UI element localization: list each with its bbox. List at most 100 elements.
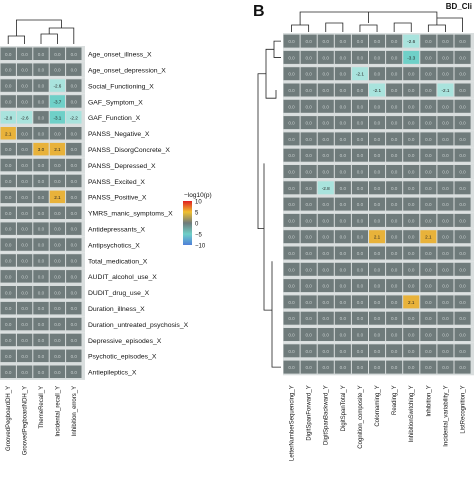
- cell-value-label: 0.0: [288, 39, 295, 44]
- heatmap-cell: [283, 148, 300, 162]
- cell-value-label: 0.0: [323, 218, 330, 223]
- heatmap-cell: [33, 301, 49, 315]
- cell-value-label: 0.0: [374, 55, 381, 60]
- cell-value-label: 0.0: [38, 52, 45, 57]
- cell-value-label: 0.0: [374, 365, 381, 370]
- cell-value-label: 0.0: [374, 104, 381, 109]
- heatmap-cell: [369, 279, 386, 293]
- cell-value-label: 0.0: [71, 179, 78, 184]
- heatmap-cell: [454, 99, 471, 113]
- heatmap-cell: [283, 83, 300, 97]
- cell-value-label: 0.0: [21, 68, 28, 73]
- cell-value-label: -3.1: [53, 115, 61, 120]
- cell-value-label: 0.0: [442, 267, 449, 272]
- cell-value-label: 0.0: [71, 131, 78, 136]
- heatmap-cell: [300, 165, 317, 178]
- heatmap-cell: [283, 181, 300, 195]
- cell-value-label: 0.0: [340, 88, 347, 93]
- cell-value-label: 0.0: [288, 300, 295, 305]
- cell-value-label: 0.0: [340, 218, 347, 223]
- heatmap-cell: [386, 83, 403, 97]
- cell-value-label: -2.2: [70, 115, 78, 120]
- heatmap-cell: [16, 349, 33, 363]
- cell-value-label: 0.0: [442, 153, 449, 158]
- cell-value-label: 0.0: [54, 179, 61, 184]
- heatmap-cell: [66, 333, 82, 347]
- cell-value-label: -2.6: [21, 115, 29, 120]
- cell-value-label: 0.0: [54, 338, 61, 343]
- cell-value-label: 0.0: [5, 306, 12, 311]
- cell-value-label: 0.0: [391, 39, 398, 44]
- cell-value-label: 0.0: [71, 147, 78, 152]
- cell-value-label: 0.0: [340, 365, 347, 370]
- column-dendrogram-branch: [436, 17, 463, 32]
- cell-value-label: 0.0: [459, 202, 466, 207]
- heatmap-cell: [33, 286, 49, 299]
- heatmap-cell: [403, 360, 420, 374]
- heatmap-cell: [386, 262, 403, 276]
- cell-value-label: 0.0: [323, 267, 330, 272]
- heatmap-cell: [49, 365, 66, 378]
- cell-value-label: 0.0: [391, 55, 398, 60]
- cell-value-label: 0.0: [391, 72, 398, 77]
- heatmap-cell: [16, 190, 33, 204]
- cell-value-label: 0.0: [374, 170, 381, 175]
- heatmap-cell: [334, 344, 351, 358]
- heatmap-cell: [66, 349, 82, 363]
- heatmap-cell: [300, 311, 317, 325]
- row-dendrogram: [257, 40, 281, 368]
- heatmap-cell: [403, 67, 420, 81]
- heatmap-cell: [16, 270, 33, 283]
- cell-value-label: 0.0: [442, 365, 449, 370]
- cell-value-label: 0.0: [323, 104, 330, 109]
- cell-value-label: 0.0: [305, 121, 312, 126]
- heatmap-cell: [317, 360, 334, 374]
- cell-value-label: 0.0: [340, 186, 347, 191]
- cell-value-label: 0.0: [5, 354, 12, 359]
- heatmap-cell: [49, 63, 66, 76]
- heatmap-cell: [386, 67, 403, 81]
- heatmap-cell: [16, 47, 33, 60]
- cell-value-label: 0.0: [323, 316, 330, 321]
- cell-value-label: 0.0: [391, 235, 398, 240]
- heatmap-cell: [66, 301, 82, 315]
- heatmap-cell: [66, 238, 82, 251]
- row-label: PANSS_Positive_X: [88, 195, 147, 202]
- cell-value-label: -3.3: [407, 55, 415, 60]
- heatmap-cell: [33, 111, 49, 124]
- cell-value-label: 0.0: [459, 121, 466, 126]
- cell-value-label: 0.0: [5, 274, 12, 279]
- cell-value-label: 0.0: [357, 88, 364, 93]
- cell-value-label: 0.0: [340, 349, 347, 354]
- row-label: Duration_untreated_psychosis_X: [88, 322, 189, 329]
- cell-value-label: 0.0: [391, 300, 398, 305]
- cell-value-label: 0.0: [21, 99, 28, 104]
- cell-value-label: 0.0: [459, 365, 466, 370]
- cell-value-label: 0.0: [54, 306, 61, 311]
- cell-value-label: 0.0: [425, 137, 432, 142]
- cell-value-label: 0.0: [323, 39, 330, 44]
- heatmap-cell: [49, 174, 66, 188]
- heatmap-cell: [49, 142, 66, 156]
- heatmap-cell: [403, 262, 420, 276]
- cell-value-label: 0.0: [442, 104, 449, 109]
- heatmap-cell: [437, 132, 454, 146]
- heatmap-cell: [437, 67, 454, 81]
- heatmap-cell: [16, 238, 33, 251]
- cell-value-label: 0.0: [442, 72, 449, 77]
- heatmap-cell: [0, 79, 16, 92]
- cell-value-label: 0.0: [374, 316, 381, 321]
- colorbar-tick-label: −10: [195, 243, 206, 249]
- cell-value-label: 0.0: [340, 267, 347, 272]
- heatmap-cell: [351, 181, 368, 195]
- heatmap-cell: [334, 34, 351, 48]
- cell-value-label: 0.0: [21, 131, 28, 136]
- heatmap-cell: [334, 165, 351, 178]
- panel-b: B BD_Cli 0.0 0.0 0.0 0.0 0.0 0.0 0.0 -2.6 0.0 0.0…: [253, 2, 474, 461]
- heatmap-cell: [66, 206, 82, 219]
- heatmap-cell: [420, 262, 437, 276]
- heatmap-cell: [300, 328, 317, 341]
- heatmap-cell: [66, 127, 82, 140]
- heatmap-cell: [334, 50, 351, 64]
- heatmap-cell: [16, 95, 33, 108]
